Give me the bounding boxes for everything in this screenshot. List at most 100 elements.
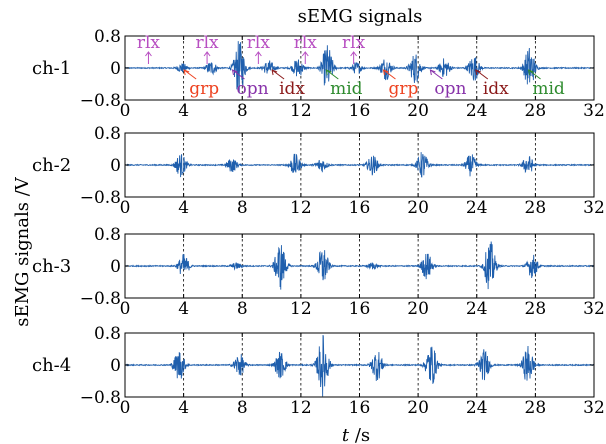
signal-trace-ch-1 [124,41,595,94]
x-tick-label: 20 [407,198,429,218]
x-tick-label: 20 [407,398,429,418]
y-tick-label: 0 [110,257,121,277]
annotation-arrow [183,69,197,80]
x-tick-label: 28 [525,101,547,121]
x-tick-label: 16 [349,398,371,418]
y-tick-label: −0.8 [80,388,121,408]
y-tick-label: 0 [110,156,121,176]
annotation-rlx: rlx [247,33,271,64]
annotation-rlx: rlx [195,33,219,64]
x-tick-label: 8 [237,101,248,121]
x-tick-label: 24 [466,101,488,121]
panel-ch-3: 0 4 8 12 16 20 24 28 320.80−0.8ch-3 [32,225,605,319]
annotation-grp: grp [382,69,419,99]
annotation-label: grp [189,79,219,99]
x-tick-label: 12 [290,398,312,418]
annotation-rlx: rlx [294,33,318,64]
annotation-arrowhead [301,51,309,57]
x-tick-label: 20 [407,101,429,121]
annotation-arrowhead [527,69,534,76]
annotation-label: rlx [195,33,219,53]
panel-ch-2: 0 4 8 12 16 20 24 28 320.80−0.8ch-2 [32,124,605,218]
channel-label: ch-4 [32,355,71,376]
x-tick-label: 24 [466,398,488,418]
y-tick-label: 0 [110,356,121,376]
x-tick-label: 32 [583,398,605,418]
panel-ch-4: 0 4 8 12 16 20 24 28 320.80−0.8ch-4 [32,324,605,418]
annotation-arrowhead [271,69,278,76]
annotation-arrowhead [145,51,152,57]
y-tick-label: −0.8 [80,289,121,309]
x-tick-label: 0 [120,101,131,121]
y-tick-label: 0.8 [94,124,121,144]
y-axis-title: sEMG signals /V [12,176,33,327]
x-tick-label: 16 [349,198,371,218]
annotation-label: rlx [247,33,271,53]
x-tick-label: 16 [349,299,371,319]
x-tick-label: 32 [583,101,605,121]
annotation-idx: idx [475,69,509,99]
x-tick-label: 8 [237,299,248,319]
annotation-label: mid [532,79,565,99]
annotation-arrowhead [382,69,389,76]
annotation-arrowhead [475,69,481,76]
x-tick-label: 28 [525,198,547,218]
annotation-arrowhead [254,51,262,57]
annotation-arrowhead [325,69,332,76]
panel-ch-1: 0 4 8 12 16 20 24 28 320.80−0.8ch-1 [32,27,605,121]
y-tick-label: −0.8 [80,91,121,111]
x-tick-label: 16 [349,101,371,121]
x-tick-label: 8 [237,398,248,418]
x-tick-label: 4 [178,101,189,121]
y-tick-label: 0.8 [94,27,121,47]
annotation-arrow [430,69,443,80]
x-tick-label: 24 [466,198,488,218]
annotation-arrow [326,69,339,80]
signal-trace-ch-2 [124,152,595,178]
annotation-arrow [271,69,285,80]
channel-panels: 0 4 8 12 16 20 24 28 320.80−0.8ch-10 4 8 12 16 20 24 28… [32,27,605,418]
annotation-label: idx [279,79,305,99]
annotation-idx: idx [271,69,305,99]
x-tick-label: 0 [120,398,131,418]
chart-title: sEMG signals [298,6,423,27]
y-tick-label: 0.8 [94,324,121,344]
annotation-label: idx [483,79,509,99]
annotation-label: rlx [294,33,318,53]
annotation-arrowhead [231,69,238,76]
x-tick-label: 0 [120,299,131,319]
svg-text:t /s: t /s [342,425,370,444]
signal-trace-ch-4 [124,334,595,397]
x-tick-label: 12 [290,101,312,121]
y-tick-label: −0.8 [80,188,121,208]
x-tick-label: 0 [120,198,131,218]
annotation-rlx: rlx [342,33,366,64]
annotation-arrow [383,69,396,80]
x-tick-label: 4 [178,398,189,418]
signal-trace-ch-3 [124,241,595,290]
x-tick-label: 24 [466,299,488,319]
annotation-arrowhead [429,69,436,76]
x-tick-label: 4 [178,198,189,218]
annotation-mid: mid [325,69,363,99]
x-tick-label: 28 [525,299,547,319]
annotation-arrowhead [203,51,211,57]
annotation-opn: opn [429,69,466,99]
annotation-label: rlx [137,33,161,53]
annotation-arrow [232,69,245,80]
annotation-arrowhead [350,51,358,57]
annotation-grp: grp [183,69,219,99]
x-tick-label: 8 [237,198,248,218]
channel-label: ch-1 [32,58,71,79]
annotation-label: mid [330,79,363,99]
annotation-mid: mid [527,69,565,99]
annotation-arrowhead [183,69,190,76]
x-tick-label: 32 [583,299,605,319]
x-axis-title: t /s [342,425,370,444]
channel-label: ch-2 [32,155,71,176]
annotation-label: rlx [342,33,366,53]
channel-label: ch-3 [32,256,71,277]
x-tick-label: 12 [290,198,312,218]
